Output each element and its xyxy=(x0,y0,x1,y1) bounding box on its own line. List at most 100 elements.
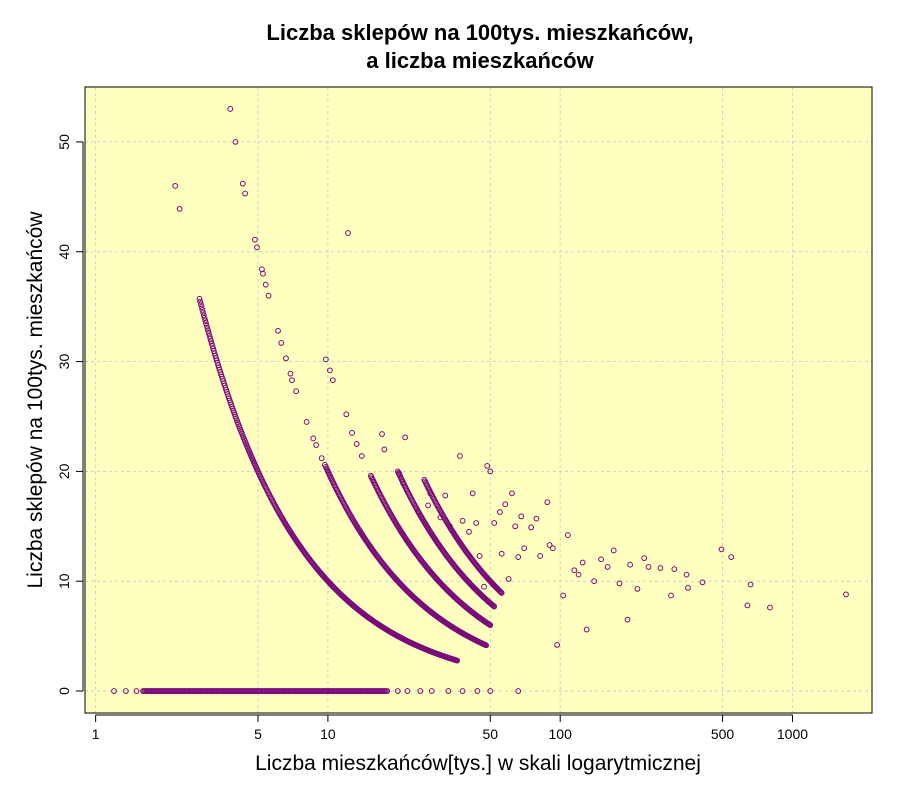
data-point-1287 xyxy=(634,586,641,592)
data-point-4 xyxy=(199,306,206,313)
data-point-12 xyxy=(205,328,212,334)
data-point-581 xyxy=(483,642,490,649)
data-point-1261 xyxy=(505,576,512,582)
data-point-1206 xyxy=(176,206,183,212)
data-point-1238 xyxy=(402,434,409,441)
data-point-1220 xyxy=(287,370,294,377)
y-tick-label-3: 30 xyxy=(56,354,72,370)
data-point-1298 xyxy=(744,602,751,609)
data-point-1211 xyxy=(252,236,258,243)
data-point-1214 xyxy=(260,270,266,277)
data-point-1278 xyxy=(579,559,586,566)
data-point-1204 xyxy=(515,688,522,694)
data-point-883 xyxy=(491,603,498,610)
data-point-1299 xyxy=(747,581,754,588)
data-point-8 xyxy=(202,317,209,324)
data-point-1240 xyxy=(400,480,407,487)
data-point-1219 xyxy=(283,355,289,362)
data-point-1270 xyxy=(544,499,551,506)
data-point-1258 xyxy=(496,509,503,515)
data-point-1201 xyxy=(459,688,466,694)
data-point-1224 xyxy=(310,435,317,442)
data-point-1195 xyxy=(133,688,140,694)
data-point-1233 xyxy=(349,430,355,436)
data-point-1264 xyxy=(515,554,522,560)
chart-title-line-2: a liczba mieszkańców xyxy=(366,48,594,73)
data-point-358 xyxy=(454,657,461,664)
data-point-1274 xyxy=(560,592,567,599)
data-point-1242 xyxy=(418,514,425,521)
data-point-1295 xyxy=(699,579,706,586)
x-tick-label-6: 1000 xyxy=(777,726,808,742)
data-point-0 xyxy=(196,295,203,302)
data-point-13 xyxy=(205,330,212,337)
data-point-1267 xyxy=(528,524,535,531)
data-point-1291 xyxy=(668,592,674,599)
chart-title-line-1: Liczba sklepów na 100tys. mieszkańców, xyxy=(266,20,693,45)
data-point-1 xyxy=(197,298,204,305)
data-point-1256 xyxy=(487,468,494,475)
data-point-991 xyxy=(498,590,505,596)
data-point-1280 xyxy=(591,578,598,585)
x-tick-label-4: 100 xyxy=(549,726,573,742)
data-point-1272 xyxy=(549,545,556,552)
plot-area xyxy=(85,87,872,713)
data-point-1193 xyxy=(111,688,117,694)
data-point-1284 xyxy=(616,580,623,587)
data-point-1248 xyxy=(456,453,463,459)
data-point-1212 xyxy=(254,244,260,251)
data-point-1266 xyxy=(521,545,528,552)
data-point-1252 xyxy=(473,520,480,526)
data-point-5 xyxy=(200,309,206,316)
data-point-1228 xyxy=(322,356,329,363)
data-point-1268 xyxy=(533,515,540,522)
data-point-1283 xyxy=(610,547,617,554)
data-point-1205 xyxy=(172,182,179,189)
y-tick-label-0: 0 xyxy=(56,687,72,695)
y-tick-label-4: 40 xyxy=(56,244,72,260)
data-point-1230 xyxy=(329,377,336,384)
data-point-989 xyxy=(497,588,504,595)
data-point-1199 xyxy=(428,688,435,694)
x-tick-label-2: 10 xyxy=(320,726,336,742)
data-point-1260 xyxy=(502,501,509,508)
data-point-1217 xyxy=(275,327,281,334)
data-point-1236 xyxy=(379,431,385,437)
data-point-3 xyxy=(198,304,205,311)
data-point-1281 xyxy=(598,556,604,563)
data-point-748 xyxy=(487,622,494,629)
x-tick-label-0: 1 xyxy=(92,726,100,742)
data-point-1245 xyxy=(437,514,444,521)
data-point-1192 xyxy=(384,688,391,694)
data-point-1249 xyxy=(459,517,466,524)
data-points xyxy=(111,106,849,694)
data-point-1247 xyxy=(446,523,453,530)
data-point-1294 xyxy=(685,584,691,591)
data-point-1296 xyxy=(718,546,725,553)
data-point-1293 xyxy=(683,571,690,578)
x-tick-label-3: 50 xyxy=(482,726,498,742)
data-point-16 xyxy=(208,338,214,345)
data-point-1239 xyxy=(396,470,403,477)
data-point-1235 xyxy=(358,453,365,459)
data-point-1203 xyxy=(487,688,494,694)
data-point-1200 xyxy=(445,688,452,694)
data-point-882 xyxy=(490,603,497,609)
data-point-1269 xyxy=(537,553,544,559)
axes: 1 5 10 50 100 500 1000 0 10 20 30 40 50 xyxy=(56,134,808,742)
data-point-1196 xyxy=(394,688,401,694)
data-point-1276 xyxy=(571,567,578,574)
x-axis-label: Liczba mieszkańców[tys.] w skali logaryt… xyxy=(255,752,701,775)
data-point-1282 xyxy=(604,564,611,570)
data-point-1275 xyxy=(565,532,571,538)
data-point-1222 xyxy=(293,388,300,395)
data-point-1250 xyxy=(466,528,472,535)
data-point-11 xyxy=(204,325,211,332)
data-point-17 xyxy=(208,340,215,347)
plot-border xyxy=(84,86,873,714)
data-point-7 xyxy=(201,315,208,321)
data-point-1262 xyxy=(509,490,515,497)
data-point-1292 xyxy=(671,566,678,573)
data-point-1279 xyxy=(583,626,590,633)
data-point-1229 xyxy=(327,367,333,374)
